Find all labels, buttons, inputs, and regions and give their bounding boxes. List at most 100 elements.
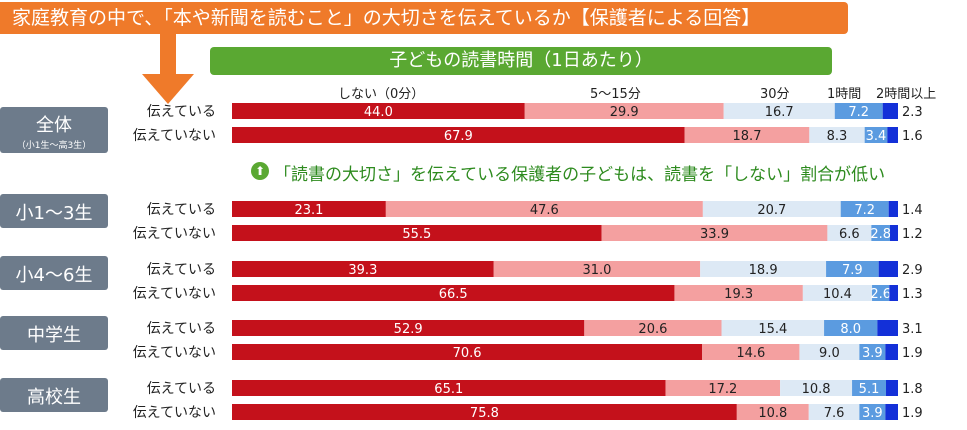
group-label-0: 全体 （小1生〜高3生）: [0, 107, 108, 153]
bar-segment: [674, 285, 803, 301]
row-label: 伝えている: [146, 262, 216, 278]
data-label: 20.7: [757, 203, 786, 218]
group-label-text: 小4〜6生: [15, 265, 93, 286]
data-label: 39.3: [348, 263, 377, 278]
data-label: 18.9: [749, 263, 778, 278]
data-label: 52.9: [394, 322, 423, 337]
data-label: 67.9: [444, 129, 473, 144]
group-label-3: 中学生: [0, 316, 108, 350]
data-label: 2.9: [902, 263, 923, 278]
group-label-2: 小4〜6生: [0, 256, 108, 290]
data-label: 44.0: [364, 105, 393, 120]
bar-segment: [232, 201, 386, 217]
data-label: 19.3: [724, 287, 753, 302]
bar-segment: [493, 261, 701, 277]
row-label: 伝えていない: [132, 128, 216, 144]
bar-segment: [232, 127, 685, 143]
data-label: 1.8: [902, 382, 923, 397]
bar-segment: [665, 380, 781, 396]
data-label: 8.3: [827, 129, 848, 144]
bar-segment: [702, 201, 841, 217]
bar-segment: [886, 380, 898, 396]
group-label-text: 全体: [36, 115, 72, 136]
group-label-4: 高校生: [0, 378, 108, 412]
group-label-text: 中学生: [27, 325, 81, 346]
bar-segment: [824, 320, 878, 336]
data-label: 1.2: [902, 227, 923, 242]
bar-segment: [808, 404, 860, 420]
row-label: 伝えている: [146, 202, 216, 218]
data-label: 2.6: [870, 287, 891, 302]
bar-segment: [232, 225, 602, 241]
legend-item-2: 30分: [760, 87, 790, 102]
legend-item-0: しない（0分）: [338, 87, 425, 102]
bar-segment: [721, 320, 825, 336]
chart-subtitle-banner: 子どもの読書時間（1日あたり）: [210, 47, 832, 75]
group-label-text: 高校生: [27, 387, 81, 408]
legend-item-3: 1時間: [827, 87, 862, 102]
data-label: 1.9: [902, 406, 923, 421]
bar-segment: [878, 261, 898, 277]
bar-segment: [723, 103, 835, 119]
row-label: 伝えていない: [132, 286, 216, 302]
bar-segment: [864, 127, 888, 143]
data-label: 7.6: [824, 406, 845, 421]
bar-segment: [852, 380, 887, 396]
bar-segment: [232, 103, 525, 119]
row-label: 伝えていない: [132, 226, 216, 242]
bar-segment: [827, 225, 872, 241]
data-label: 55.5: [402, 227, 431, 242]
down-arrow-icon: [142, 32, 194, 104]
bar-segment: [859, 344, 886, 360]
data-label: 1.3: [902, 287, 923, 302]
data-label: 33.9: [700, 227, 729, 242]
row-label: 伝えていない: [132, 345, 216, 361]
bar-segment: [882, 103, 898, 119]
group-label-text: 小1〜3生: [15, 203, 93, 224]
bar-segment: [809, 127, 865, 143]
data-label: 3.1: [902, 322, 923, 337]
bar-segment: [889, 285, 898, 301]
data-label: 3.9: [862, 346, 883, 361]
group-sublabel-text: （小1生〜高3生）: [16, 141, 92, 151]
row-label: 伝えている: [146, 321, 216, 337]
bar-segment: [232, 344, 703, 360]
data-label: 66.5: [439, 287, 468, 302]
data-label: 31.0: [582, 263, 611, 278]
data-label: 7.2: [848, 105, 869, 120]
bar-segment: [826, 261, 879, 277]
row-label: 伝えていない: [132, 405, 216, 421]
data-label: 5.1: [859, 382, 880, 397]
bar-segment: [736, 404, 809, 420]
data-label: 2.3: [902, 105, 923, 120]
data-label: 7.9: [842, 263, 863, 278]
bar-segment: [834, 103, 883, 119]
bar-segment: [885, 344, 898, 360]
group-label-1: 小1〜3生: [0, 194, 108, 228]
chart-annotation: 「読書の大切さ」を伝えている保護者の子どもは、読書を「しない」割合が低い: [252, 160, 885, 185]
legend-item-4: 2時間以上: [876, 87, 937, 102]
annotation-text: 「読書の大切さ」を伝えている保護者の子どもは、読書を「しない」割合が低い: [274, 165, 886, 185]
bar-segment: [871, 225, 891, 241]
data-label: 23.1: [294, 203, 323, 218]
bar-segment: [232, 320, 585, 336]
bar-segment: [584, 320, 722, 336]
bar-segment: [877, 320, 898, 336]
up-arrow-icon: ⬆: [251, 162, 269, 180]
data-label: 8.0: [840, 322, 861, 337]
bar-segment: [684, 127, 810, 143]
bar-segment: [232, 285, 675, 301]
data-label: 10.4: [823, 287, 852, 302]
bar-segment: [232, 380, 666, 396]
bar-segment: [702, 344, 800, 360]
bar-segment: [890, 225, 898, 241]
bar-segment: [780, 380, 853, 396]
data-label: 16.7: [765, 105, 794, 120]
bar-segment: [887, 127, 898, 143]
data-label: 20.6: [638, 322, 667, 337]
data-label: 6.6: [839, 227, 860, 242]
data-label: 75.8: [470, 406, 499, 421]
data-label: 7.2: [854, 203, 875, 218]
row-label: 伝えている: [146, 104, 216, 120]
